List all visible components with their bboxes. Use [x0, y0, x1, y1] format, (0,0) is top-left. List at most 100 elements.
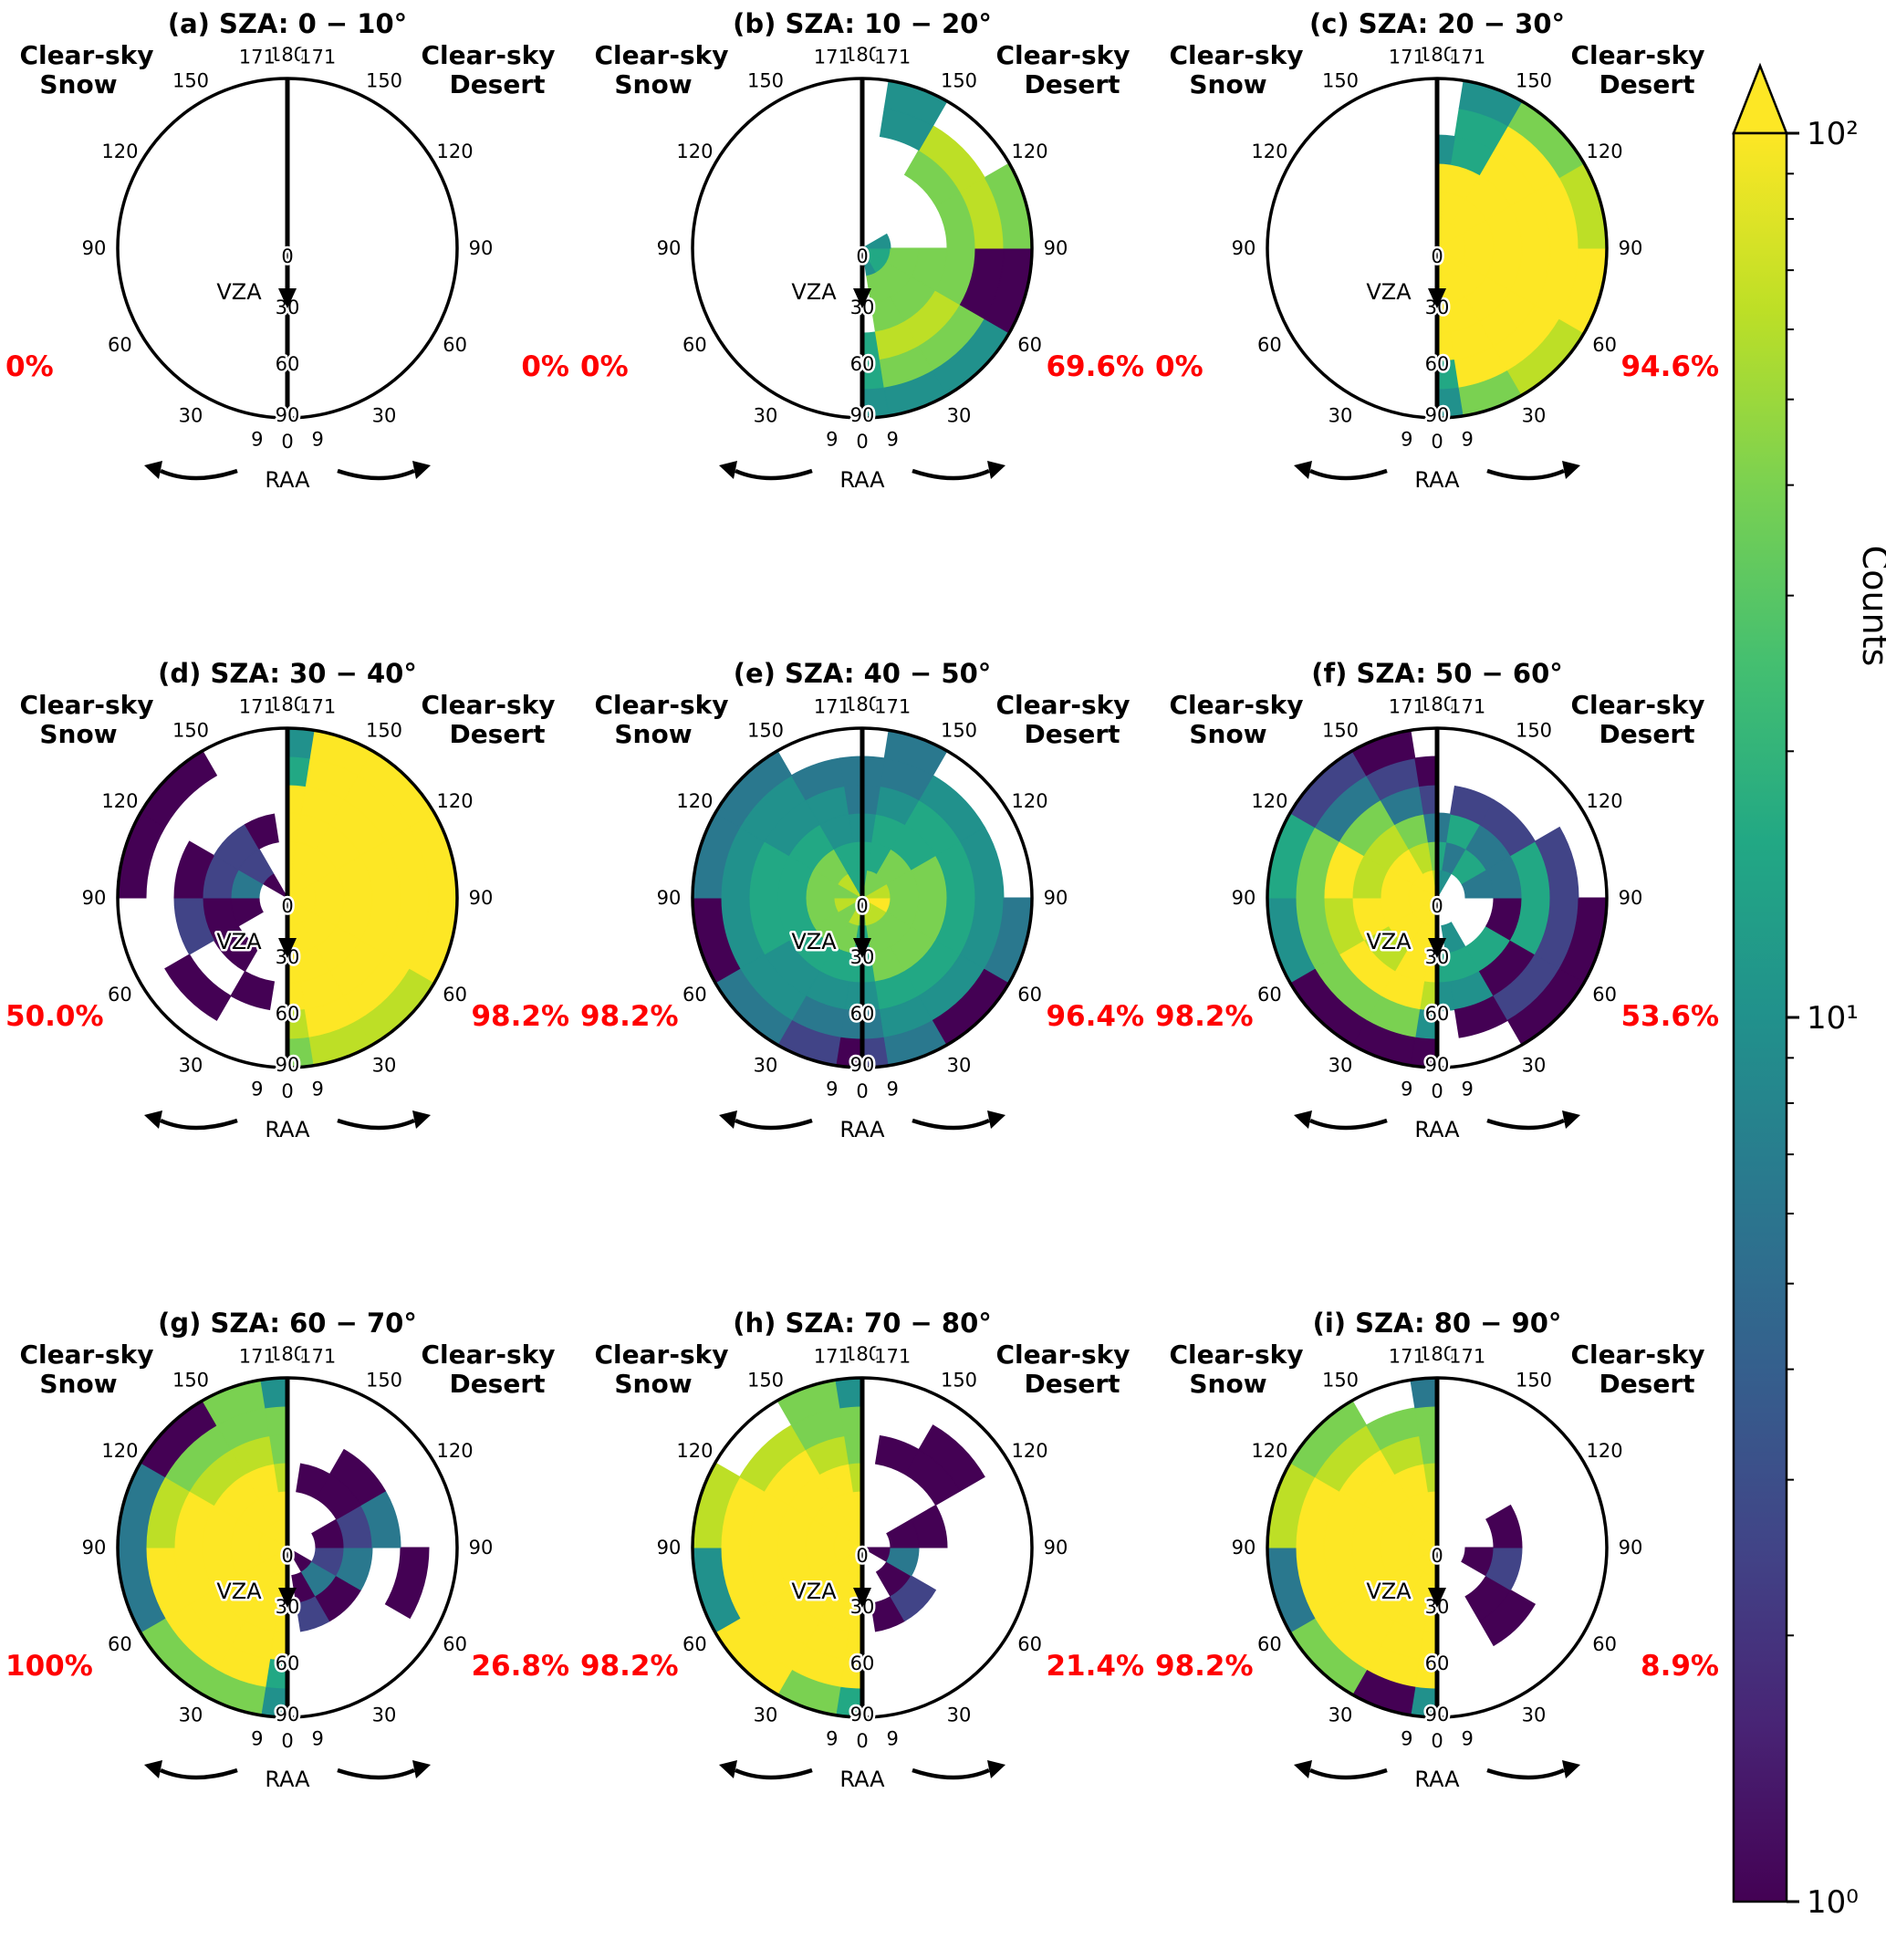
- raa-tick: 30: [947, 405, 972, 427]
- vza-tick: 60: [850, 1003, 875, 1025]
- right-surface-label: Desert: [449, 719, 545, 749]
- desert-percentage: 96.4%: [1046, 1000, 1144, 1033]
- raa-tick: 150: [366, 719, 402, 741]
- raa-tick: 150: [366, 69, 402, 91]
- raa-tick: 30: [1329, 1705, 1353, 1726]
- left-surface-label: Clear-sky: [1170, 690, 1304, 720]
- raa-tick: 150: [172, 69, 209, 91]
- raa-tick: 9: [311, 1078, 323, 1100]
- colorbar: 10² 10¹ 10⁰ Counts: [1724, 0, 1886, 1960]
- panel-title: (b) SZA: 10 − 20°: [733, 8, 992, 39]
- snow-percentage: 0%: [5, 350, 54, 383]
- right-surface-label: Clear-sky: [422, 690, 556, 720]
- vza-tick: 90: [850, 1704, 875, 1725]
- raa-axis-label: RAA: [839, 1767, 885, 1792]
- left-surface-label: Clear-sky: [595, 1340, 729, 1370]
- raa-tick: 171: [874, 47, 911, 68]
- raa-tick: 180: [844, 1343, 880, 1365]
- desert-percentage: 98.2%: [471, 1000, 569, 1033]
- right-surface-label: Desert: [1024, 69, 1120, 99]
- left-surface-label: Snow: [1189, 69, 1266, 99]
- raa-tick: 30: [179, 1705, 203, 1726]
- raa-tick: 180: [1419, 693, 1455, 715]
- raa-axis-label: RAA: [1414, 467, 1460, 493]
- raa-tick: 180: [269, 693, 306, 715]
- raa-arrow-left: [160, 468, 238, 481]
- raa-tick: 90: [1619, 887, 1643, 909]
- raa-tick: 171: [299, 47, 336, 68]
- raa-tick: 30: [1522, 1055, 1547, 1077]
- right-surface-label: Desert: [1024, 719, 1120, 749]
- raa-tick: 30: [754, 1055, 778, 1077]
- colorbar-extend-triangle: [1732, 62, 1788, 135]
- raa-tick: 60: [108, 1633, 132, 1655]
- raa-tick: 90: [469, 237, 494, 259]
- raa-arrow-left: [735, 1767, 813, 1780]
- raa-arrow-left: [160, 1118, 238, 1131]
- raa-arrowhead-right: [987, 1110, 1006, 1129]
- raa-tick: 9: [311, 1727, 323, 1749]
- panel-title: (e) SZA: 40 − 50°: [734, 658, 992, 689]
- vza-tick: 90: [1425, 1704, 1450, 1725]
- right-surface-label: Clear-sky: [422, 40, 556, 70]
- raa-tick: 171: [239, 696, 276, 718]
- left-surface-label: Clear-sky: [1170, 1340, 1304, 1370]
- raa-tick: 120: [437, 790, 474, 812]
- raa-arrow-right: [912, 1118, 990, 1131]
- raa-arrow-right: [337, 1118, 415, 1131]
- raa-tick: 90: [1044, 1537, 1068, 1559]
- raa-tick: 120: [1012, 141, 1048, 162]
- raa-tick: 171: [814, 696, 850, 718]
- vza-tick: 90: [276, 1704, 300, 1725]
- raa-tick: 9: [886, 1078, 898, 1100]
- raa-tick: 90: [1619, 237, 1643, 259]
- left-surface-label: Snow: [1189, 1369, 1266, 1399]
- raa-arrowhead-right: [1562, 1110, 1580, 1129]
- vza-arrowhead: [853, 1588, 871, 1608]
- raa-tick: 90: [82, 887, 107, 909]
- snow-percentage: 98.2%: [1155, 1000, 1254, 1033]
- raa-tick: 0: [281, 431, 293, 453]
- raa-tick: 180: [269, 1343, 306, 1365]
- raa-tick: 9: [251, 1078, 263, 1100]
- raa-tick: 60: [1017, 1633, 1042, 1655]
- raa-arrowhead-left: [144, 461, 162, 479]
- raa-tick: 30: [1329, 405, 1353, 427]
- vza-axis-label: VZA: [791, 1579, 837, 1604]
- raa-tick: 60: [108, 334, 132, 356]
- raa-arrow-right: [1486, 1767, 1565, 1780]
- raa-tick: 120: [101, 1440, 138, 1462]
- panel-c: (c) SZA: 20 − 30°Clear-skySnowClear-skyD…: [1155, 8, 1719, 493]
- vza-tick: 90: [850, 404, 875, 426]
- colorbar-tick: 10⁰: [1807, 1884, 1859, 1921]
- raa-tick: 150: [747, 69, 784, 91]
- vza-tick: 0: [856, 245, 868, 267]
- raa-tick: 171: [239, 47, 276, 68]
- raa-tick: 171: [874, 1346, 911, 1368]
- colorbar-svg: 10² 10¹ 10⁰ Counts: [1732, 62, 1886, 1921]
- panel-i-patches: [1266, 1377, 1537, 1718]
- vza-arrowhead: [1428, 1588, 1446, 1608]
- raa-tick: 171: [1389, 1346, 1425, 1368]
- raa-axis-label: RAA: [1414, 1117, 1460, 1142]
- raa-arrowhead-right: [412, 1760, 431, 1778]
- raa-tick: 120: [676, 141, 713, 162]
- vza-tick: 0: [1431, 245, 1443, 267]
- left-surface-label: Clear-sky: [20, 1340, 154, 1370]
- desert-percentage: 0%: [521, 350, 569, 383]
- panel-g-patches: [117, 1377, 430, 1718]
- raa-tick: 0: [1431, 431, 1443, 453]
- right-surface-label: Clear-sky: [996, 40, 1131, 70]
- desert-percentage: 21.4%: [1046, 1650, 1144, 1683]
- colorbar-tick: 10¹: [1807, 1000, 1859, 1037]
- raa-tick: 9: [826, 1727, 838, 1749]
- raa-arrowhead-left: [1294, 461, 1312, 479]
- vza-arrowhead: [853, 288, 871, 308]
- raa-arrow-right: [912, 1767, 990, 1780]
- raa-arrow-left: [735, 468, 813, 481]
- panel-a: (a) SZA: 0 − 10°Clear-skySnowClear-skyDe…: [5, 8, 569, 493]
- raa-tick: 120: [101, 790, 138, 812]
- vza-tick: 0: [281, 245, 293, 267]
- raa-tick: 0: [856, 1730, 868, 1752]
- raa-tick: 30: [372, 1055, 397, 1077]
